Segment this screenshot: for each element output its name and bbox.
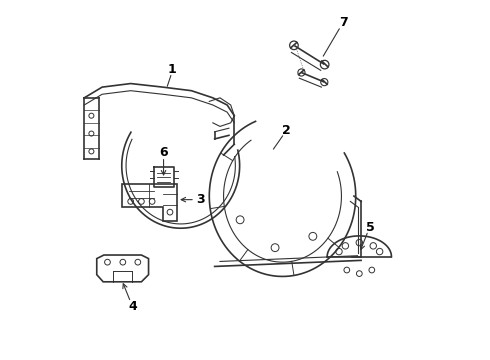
Text: 7: 7 — [339, 16, 347, 29]
Text: 4: 4 — [128, 300, 137, 313]
Text: 1: 1 — [168, 63, 176, 76]
Text: 2: 2 — [282, 124, 291, 137]
Text: 6: 6 — [159, 146, 168, 159]
Text: 5: 5 — [367, 221, 375, 234]
Text: 3: 3 — [196, 193, 205, 206]
